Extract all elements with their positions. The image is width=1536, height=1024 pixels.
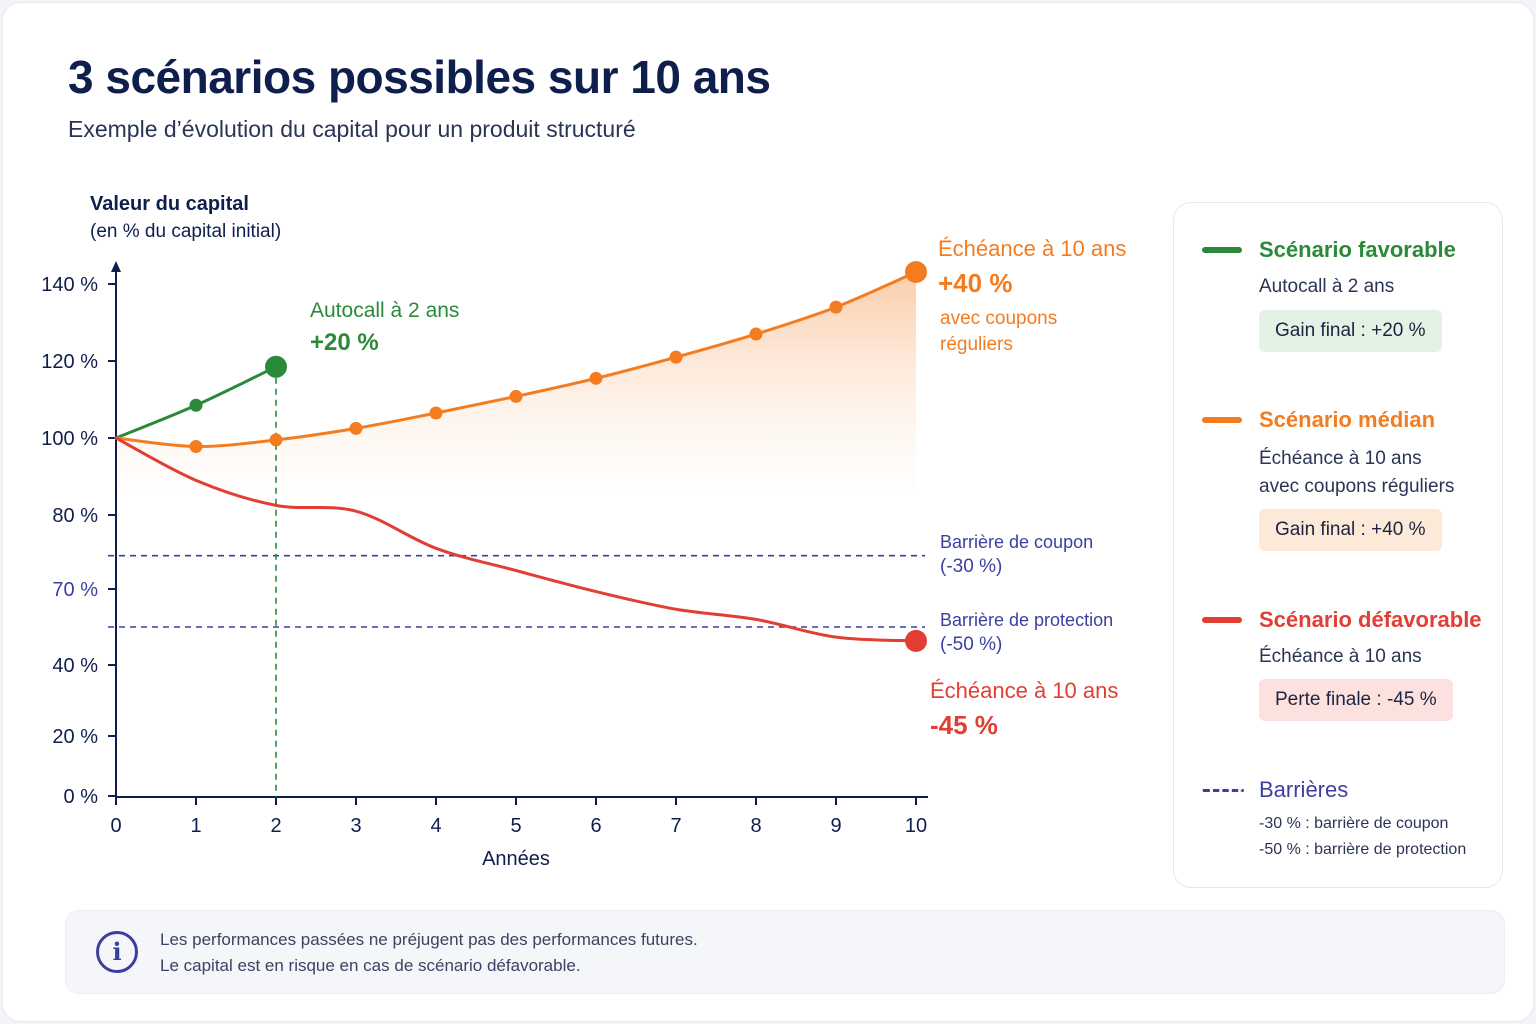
x-axis-title: Années (482, 848, 550, 870)
x-tick-label: 0 (110, 815, 121, 837)
legend-name-median: Scénario médian (1259, 407, 1436, 432)
point-median (269, 433, 283, 447)
median-end-annotation-note-2: réguliers (940, 334, 1013, 355)
y-axis-title-2: (en % du capital initial) (90, 221, 281, 242)
point-median (349, 421, 363, 435)
legend-swatch-favorable (1202, 247, 1242, 253)
barrier-label: Barrière de coupon (940, 532, 1093, 552)
x-tick-label: 5 (510, 815, 521, 837)
y-tick-label: 120 % (41, 351, 98, 373)
y-tick-label: 100 % (41, 428, 98, 450)
point-favorable (189, 398, 203, 412)
series-line-defavorable (114, 436, 918, 643)
barrier-label-pct: (-30 %) (940, 556, 1002, 577)
x-tick-label: 8 (750, 815, 761, 837)
series-area-median (116, 272, 916, 492)
x-tick-label: 10 (905, 815, 927, 837)
median-end-annotation: Échéance à 10 ans (938, 236, 1126, 261)
disclaimer-line-2: Le capital est en risque en cas de scéna… (160, 956, 581, 975)
y-axis-arrow (111, 261, 121, 272)
legend-badge-favorable: Gain final : +20 % (1259, 310, 1442, 352)
x-tick-label: 7 (670, 815, 681, 837)
legend-desc-favorable: Autocall à 2 ans (1259, 276, 1395, 297)
end-point-defavorable (905, 629, 927, 652)
scenario-chart: Valeur du capital (en % du capital initia… (41, 193, 1126, 870)
y-tick-label: 20 % (52, 726, 98, 748)
legend-desc-defavorable: Échéance à 10 ans (1259, 646, 1422, 667)
disclaimer-box: i Les performances passées ne préjugent … (65, 910, 1505, 994)
x-tick-label: 4 (430, 815, 441, 837)
y-axis-title-1: Valeur du capital (90, 193, 249, 215)
legend-name-favorable: Scénario favorable (1259, 237, 1456, 262)
y-tick-label: 70 % (52, 579, 98, 601)
legend-desc-barrieres-1: -30 % : barrière de coupon (1259, 815, 1449, 832)
y-tick-label: 0 % (64, 786, 99, 808)
point-median (829, 300, 843, 314)
y-tick-label: 40 % (52, 655, 98, 677)
legend-name-defavorable: Scénario défavorable (1259, 607, 1482, 632)
disclaimer-text: Les performances passées ne préjugent pa… (160, 927, 698, 979)
disclaimer-line-1: Les performances passées ne préjugent pa… (160, 930, 698, 949)
x-tick-label: 1 (190, 815, 201, 837)
autocall-annotation: Autocall à 2 ans (310, 299, 459, 322)
legend-desc-median-1: Échéance à 10 ans (1259, 448, 1422, 469)
defav-end-annotation-pct: -45 % (930, 710, 998, 740)
median-end-annotation-note: avec coupons (940, 308, 1057, 329)
y-tick-label: 80 % (52, 505, 98, 527)
legend-swatch-barrieres (1202, 789, 1244, 792)
legend-badge-defavorable: Perte finale : -45 % (1259, 679, 1453, 721)
y-tick-label: 140 % (41, 274, 98, 296)
point-median (749, 327, 763, 341)
point-median (189, 439, 203, 453)
end-point-favorable (265, 355, 287, 378)
x-tick-label: 6 (590, 815, 601, 837)
legend-panel: Scénario favorable Autocall à 2 ans Gain… (1173, 202, 1503, 888)
legend-desc-barrieres-2: -50 % : barrière de protection (1259, 841, 1467, 858)
autocall-annotation-pct: +20 % (310, 329, 379, 356)
median-end-annotation-pct: +40 % (938, 268, 1012, 298)
barrier-label: Barrière de protection (940, 610, 1113, 630)
page-subtitle: Exemple d’évolution du capital pour un p… (68, 116, 636, 142)
end-point-median (905, 261, 927, 283)
point-median (589, 371, 603, 385)
point-median (429, 406, 443, 420)
legend-swatch-defavorable (1202, 617, 1242, 623)
page-title: 3 scénarios possibles sur 10 ans (68, 51, 771, 103)
defav-end-annotation: Échéance à 10 ans (930, 678, 1118, 703)
x-tick-label: 9 (830, 815, 841, 837)
x-tick-label: 3 (350, 815, 361, 837)
point-median (669, 350, 683, 364)
point-median (509, 389, 523, 403)
legend-name-barrieres: Barrières (1259, 777, 1349, 802)
info-icon: i (96, 931, 138, 973)
barrier-label-pct: (-50 %) (940, 634, 1002, 655)
legend-badge-median: Gain final : +40 % (1259, 509, 1442, 551)
x-tick-label: 2 (270, 815, 281, 837)
legend-desc-median-2: avec coupons réguliers (1259, 476, 1455, 497)
legend-swatch-median (1202, 417, 1242, 423)
